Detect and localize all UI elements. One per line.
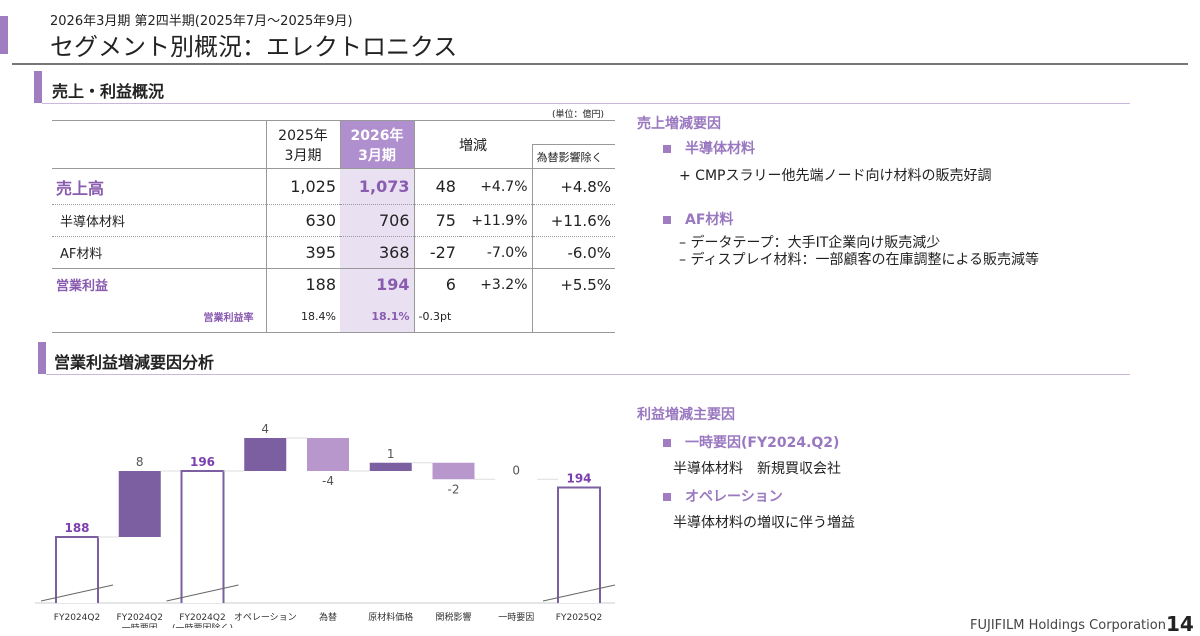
category-label: 関税影響 xyxy=(435,611,471,623)
section-accent-bar xyxy=(38,342,46,374)
section-accent-bar xyxy=(34,71,42,103)
header-prev-year: 2025年 xyxy=(278,127,328,144)
data-label: -4 xyxy=(322,474,334,488)
data-label: 0 xyxy=(512,463,520,477)
unit-label: (単位：億円) xyxy=(552,110,605,120)
axis-break-mark xyxy=(166,584,239,602)
bar-delta xyxy=(307,438,349,471)
footer-company: FUJIFILM Holdings Corporation xyxy=(970,618,1166,633)
factor-heading: AF材料 xyxy=(663,209,1039,229)
header-curr-year: 2026年 xyxy=(350,127,404,144)
header-change: 増減 xyxy=(413,120,533,169)
factor-line: 半導体材料 新規買収会社 xyxy=(673,461,841,477)
bar-total xyxy=(557,486,601,603)
data-label: 8 xyxy=(136,455,144,469)
factor-line: – ディスプレイ材料：一部顧客の在庫調整による販売減等 xyxy=(679,252,1040,268)
header-fx: 為替影響除く xyxy=(531,144,615,169)
bullet-square-icon xyxy=(663,439,671,447)
factor-heading: 半導体材料 xyxy=(663,138,1039,158)
header-curr-period: 3月期 xyxy=(358,147,396,164)
category-label: 原材料価格 xyxy=(368,611,413,623)
category-label: 一時要因 xyxy=(498,612,534,623)
page-number: 14 xyxy=(1166,612,1194,636)
category-label: FY2024Q2 xyxy=(54,613,100,623)
data-label: 188 xyxy=(64,521,89,535)
sales-factors-title: 売上増減要因 xyxy=(637,116,721,132)
category-label: FY2024Q2 xyxy=(179,613,225,623)
section-title-sales: 売上・利益概況 xyxy=(52,82,165,101)
category-label: 為替 xyxy=(319,611,337,623)
header-prev-period: 3月期 xyxy=(284,147,322,164)
section-divider xyxy=(42,103,1130,104)
category-label: FY2024Q2 xyxy=(117,613,163,623)
profit-factors-title: 利益増減主要因 xyxy=(637,407,735,423)
title-divider xyxy=(12,63,1188,65)
bar-delta xyxy=(244,438,287,471)
data-label: 196 xyxy=(190,455,215,469)
table-row: 半導体材料 630 706 75 +11.9% +11.6% xyxy=(52,204,615,237)
data-label: 194 xyxy=(566,472,591,486)
section-title-profit: 営業利益増減要因分析 xyxy=(54,353,215,372)
table-row: 営業利益 188 194 6 +3.2% +5.5% xyxy=(52,268,615,301)
profit-factors: 利益増減主要因 一時要因(FY2024.Q2) 半導体材料 新規買収会社 オペレ… xyxy=(637,404,855,532)
section-divider xyxy=(46,374,1130,375)
factor-line: – データテープ：大手IT企業向け販売減少 xyxy=(679,235,941,251)
page-title: セグメント別概況：エレクトロニクス xyxy=(50,33,458,61)
data-label: 4 xyxy=(261,422,269,436)
axis-break-mark xyxy=(40,584,114,602)
category-label: (一時要因除く) xyxy=(172,622,233,628)
factor-heading: 一時要因(FY2024.Q2) xyxy=(663,432,855,452)
factor-line: + CMPスラリー他先端ノード向け材料の販売好調 xyxy=(679,168,992,184)
category-label: 一時要因 xyxy=(122,623,158,628)
bar-total xyxy=(180,470,225,603)
waterfall-chart: 188FY2024Q28FY2024Q2一時要因196FY2024Q2(一時要因… xyxy=(35,422,616,628)
bar-total xyxy=(55,536,99,603)
sales-profit-table: 2025年 3月期 2026年 3月期 増減 為替影響除く 売上高 1,025 1,… xyxy=(52,120,615,333)
bullet-square-icon xyxy=(663,493,671,501)
sales-factors: 売上増減要因 半導体材料 + CMPスラリー他先端ノード向け材料の販売好調 AF… xyxy=(637,113,1039,269)
table-row: 売上高 1,025 1,073 48 +4.7% +4.8% xyxy=(52,168,615,205)
data-label: -2 xyxy=(448,482,460,496)
data-label: 1 xyxy=(387,447,395,461)
bullet-square-icon xyxy=(663,145,671,153)
bar-delta xyxy=(118,471,161,537)
bar-delta xyxy=(432,462,475,480)
factor-line: 半導体材料の増収に伴う増益 xyxy=(673,515,855,531)
factor-heading: オペレーション xyxy=(663,486,855,506)
bullet-square-icon xyxy=(663,216,671,224)
category-label: FY2025Q2 xyxy=(556,613,602,623)
bar-delta xyxy=(369,462,412,471)
table-row: AF材料 395 368 -27 -7.0% -6.0% xyxy=(52,236,615,269)
period-label: 2026年3月期 第2四半期(2025年7月～2025年9月) xyxy=(50,14,353,29)
axis-break-mark xyxy=(542,584,616,602)
category-label: オペレーション xyxy=(234,612,297,623)
table-row: 営業利益率 18.4% 18.1% -0.3pt xyxy=(52,300,615,333)
title-accent-bar xyxy=(0,16,8,54)
